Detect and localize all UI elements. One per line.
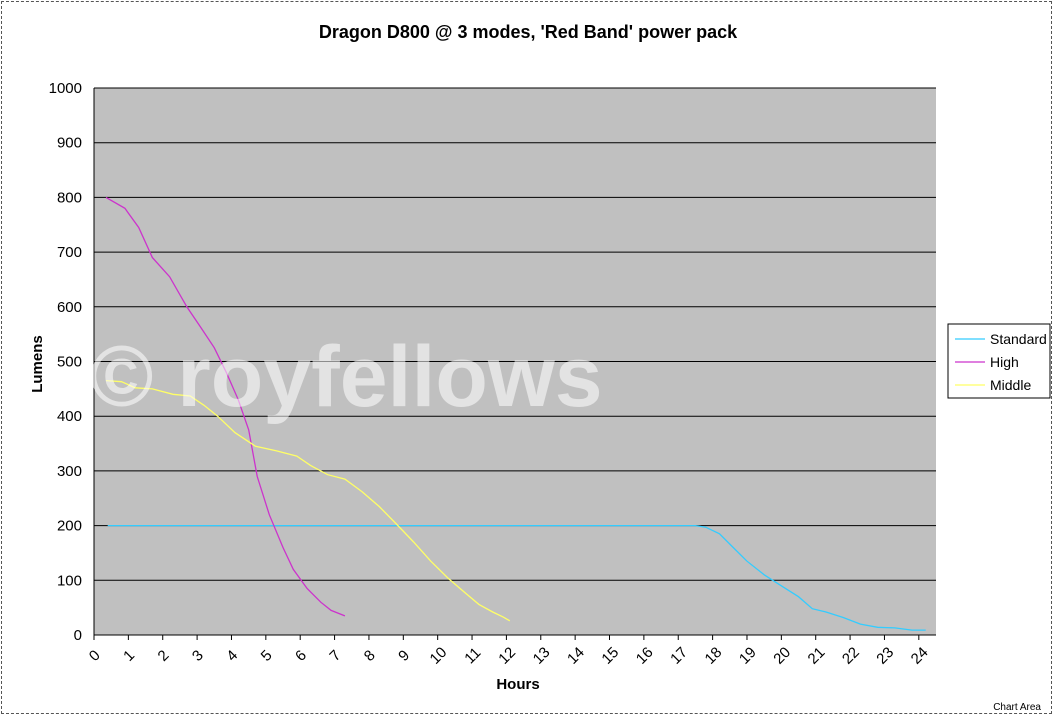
legend-box — [947, 323, 1051, 399]
legend-label-standard: Standard — [990, 331, 1047, 347]
x-tick-label: 21 — [805, 644, 829, 668]
y-axis-title: Lumens — [29, 335, 46, 393]
x-tick-label: 17 — [667, 644, 691, 668]
x-tick-label: 11 — [461, 644, 484, 667]
y-tick-label: 100 — [57, 572, 82, 589]
x-tick-label: 8 — [361, 647, 379, 665]
x-tick-label: 18 — [702, 644, 726, 668]
x-tick-label: 19 — [736, 644, 760, 668]
x-tick-label: 13 — [530, 644, 554, 668]
x-tick-label: 9 — [395, 647, 413, 665]
x-tick-label: 15 — [598, 644, 622, 668]
y-tick-label: 200 — [57, 518, 82, 535]
x-tick-label: 10 — [427, 644, 451, 668]
watermark: © royfellows — [90, 329, 603, 425]
x-tick-label: 12 — [495, 644, 519, 668]
legend-label-high: High — [990, 354, 1019, 370]
x-tick-label: 20 — [770, 644, 794, 668]
y-tick-label: 1000 — [49, 80, 82, 97]
x-axis-title: Hours — [496, 676, 539, 693]
y-tick-label: 600 — [57, 299, 82, 316]
x-tick-label: 22 — [839, 644, 863, 668]
y-tick-label: 0 — [74, 627, 82, 644]
series-line-middle — [105, 379, 511, 622]
y-tick-label: 300 — [57, 463, 82, 480]
x-tick-label: 4 — [223, 647, 241, 665]
x-tick-label: 1 — [120, 647, 138, 665]
x-tick-label: 16 — [633, 644, 657, 668]
x-axis-ticks: 0 1 2 3 4 5 6 7 8 9 10 11 12 13 14 15 16 17 18 19 20 21 22 23 24 — [86, 635, 932, 668]
x-tick-label: 3 — [189, 647, 207, 665]
series-line-high — [105, 196, 346, 617]
y-tick-label: 700 — [57, 244, 82, 261]
legend-label-middle: Middle — [990, 377, 1031, 393]
y-axis-ticks: 0 100 200 300 400 500 600 700 800 900 1000 — [49, 80, 82, 644]
x-tick-label: 6 — [292, 647, 310, 665]
x-tick-label: 0 — [86, 647, 104, 665]
x-tick-label: 24 — [908, 644, 932, 668]
x-tick-label: 14 — [564, 644, 588, 668]
y-tick-label: 400 — [57, 408, 82, 425]
series-lines — [105, 196, 926, 631]
y-tick-label: 500 — [57, 354, 82, 371]
legend[interactable]: Standard High Middle — [947, 323, 1051, 399]
x-tick-label: 2 — [155, 647, 173, 665]
y-tick-label: 800 — [57, 189, 82, 206]
x-tick-label: 5 — [258, 647, 276, 665]
x-tick-label: 7 — [326, 647, 344, 665]
x-tick-label: 23 — [873, 644, 897, 668]
chart-title: Dragon D800 @ 3 modes, 'Red Band' power … — [319, 22, 738, 42]
series-line-standard — [107, 524, 926, 631]
y-tick-label: 900 — [57, 135, 82, 152]
chart-area-label: Chart Area — [993, 702, 1041, 713]
